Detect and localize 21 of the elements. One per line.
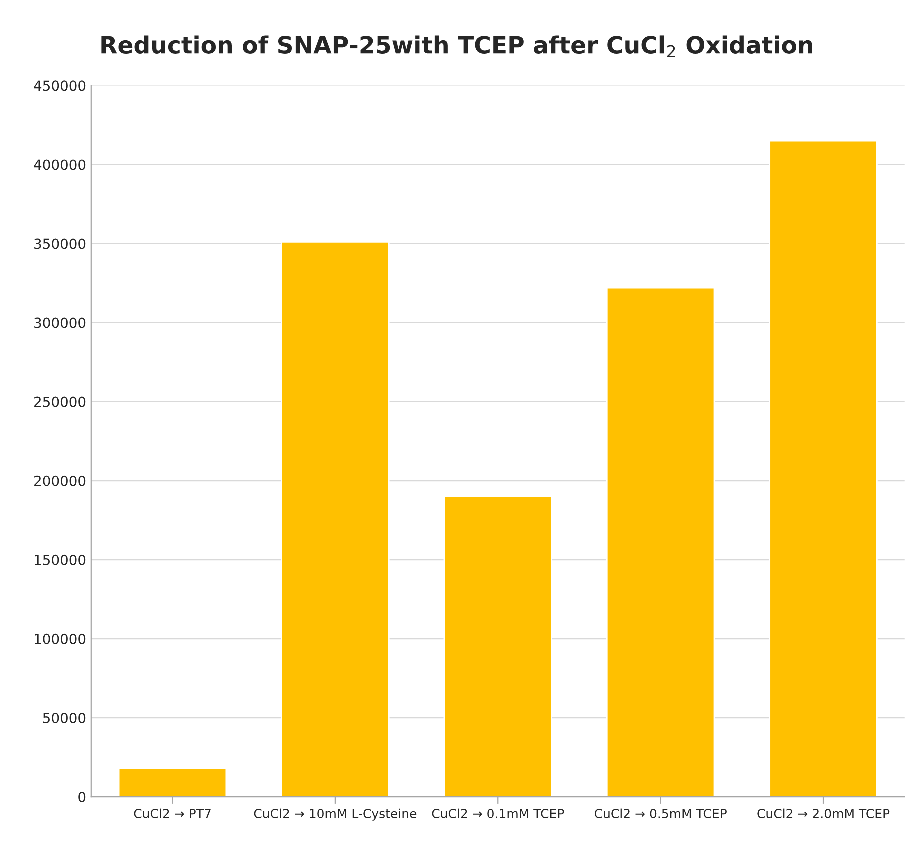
y-tick-label: 350000: [34, 238, 86, 250]
y-tick-label: 400000: [34, 160, 86, 170]
bar: [281, 241, 390, 798]
y-tick-label: 50000: [43, 712, 86, 724]
y-tick-label: 450000: [34, 80, 86, 92]
x-tick-label: CuCl2 → PT7: [134, 808, 211, 818]
bar: [769, 140, 878, 798]
bar: [606, 287, 716, 798]
x-tick-label: CuCl2 → 2.0mM TCEP: [758, 808, 890, 818]
x-tick-label: CuCl2 → 0.5mM TCEP: [594, 808, 727, 818]
y-tick-label: 200000: [34, 476, 86, 486]
bar: [118, 768, 228, 798]
y-tick-label: 250000: [34, 396, 86, 408]
x-tick-label: CuCl2 → 0.1mM TCEP: [432, 808, 564, 818]
y-tick-label: 100000: [35, 634, 86, 644]
chart-title: Reduction of SNAP-25with TCEP after CuCl$_{2}$ Oxidation: [102, 36, 812, 58]
bar: [444, 496, 553, 798]
y-tick-label: 0: [78, 792, 86, 802]
x-tick-label: CuCl2 → 10mM L-Cysteine: [254, 808, 417, 821]
y-tick-label: 150000: [35, 554, 86, 566]
y-tick-label: 300000: [34, 318, 86, 328]
